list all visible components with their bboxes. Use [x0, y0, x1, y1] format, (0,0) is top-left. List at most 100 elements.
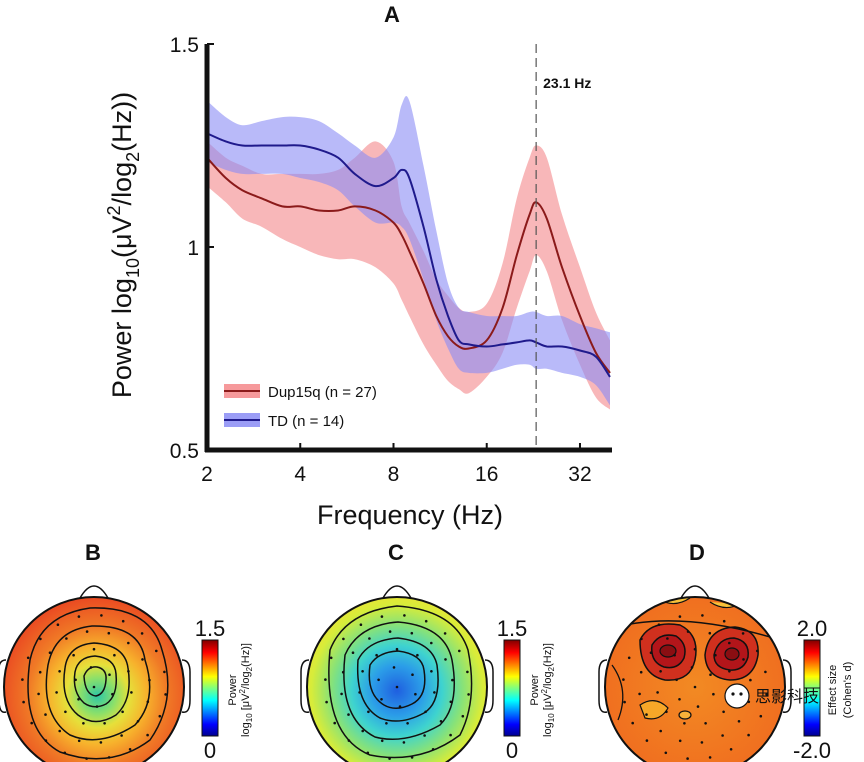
electrode-dot: [95, 705, 99, 708]
electrode-dot: [423, 734, 426, 737]
electrode-dot: [333, 721, 337, 725]
electrode-dot: [722, 619, 726, 623]
electrode-dot: [451, 678, 454, 682]
x-tick-label: 2: [201, 463, 213, 486]
panel-c-label: C: [388, 540, 404, 565]
colorbar-b: [201, 639, 219, 737]
electrode-dot: [449, 700, 453, 704]
electrode-dot: [380, 739, 384, 743]
electrode-dot: [65, 637, 68, 640]
colorbar-c: [503, 639, 521, 737]
electrode-dot: [623, 700, 626, 704]
electrode-dot: [759, 714, 763, 718]
electrode-dot: [431, 748, 435, 751]
electrode-dot: [361, 729, 365, 733]
electrode-dot: [148, 678, 151, 682]
electrode-dot: [74, 678, 77, 682]
panel-c-topomap: C 1.5 0 Power log10 [μV2/log2(Hz)]: [300, 540, 556, 762]
electrode-dot: [367, 710, 370, 714]
colorbar-d-label-2: (Cohen's d): [842, 662, 854, 719]
electrode-dot: [44, 739, 48, 742]
electrode-dot: [140, 632, 144, 635]
electrode-dot: [85, 757, 88, 760]
electrode-dot: [764, 670, 767, 674]
electrode-dot: [747, 733, 750, 737]
electrode-dot: [37, 692, 40, 696]
electrode-dot: [388, 757, 391, 760]
electrode-dot: [678, 739, 682, 743]
electrode-dot: [686, 630, 690, 633]
electrode-dot: [392, 666, 396, 669]
electrode-dot: [410, 631, 414, 635]
colorbar-d-min: -2.0: [793, 738, 831, 762]
electrode-dot: [38, 670, 42, 674]
electrode-dot: [645, 713, 648, 716]
electrode-dot: [82, 722, 85, 725]
electrode-dot: [675, 678, 678, 682]
electrode-dot: [708, 631, 712, 635]
electrode-dot: [627, 656, 631, 660]
legend: Dup15q (n = 27) TD (n = 14): [224, 384, 377, 430]
y-axis-label: Power log10(μV2/log2(Hz)): [104, 92, 143, 398]
electrode-dot: [466, 670, 469, 674]
x-tick-label: 16: [475, 463, 498, 486]
electrode-dot: [58, 670, 61, 673]
panel-b-topomap: B 1.5 0 Power log10 [μV2/log2(Hz)]: [0, 540, 254, 762]
electrode-dot: [728, 670, 731, 673]
head-outline: [306, 596, 488, 762]
electrode-dot: [26, 656, 30, 660]
colorbar-b-label-2: log10 [μV2/log2(Hz)]: [238, 643, 254, 737]
electrode-dot: [678, 698, 681, 701]
electrode-dot: [749, 678, 752, 682]
electrode-dot: [424, 619, 428, 623]
electrode-dots: [324, 614, 470, 760]
electrode-dot: [329, 656, 333, 660]
electrode-dot: [696, 705, 700, 708]
electrode-dot: [709, 673, 712, 676]
electrode-dot: [693, 685, 697, 689]
electrode-dot: [701, 614, 704, 617]
electrode-dot: [659, 729, 662, 733]
electrode-dot: [673, 653, 676, 657]
electrode-dot: [146, 733, 149, 737]
colorbar-c-min: 0: [506, 738, 518, 762]
panel-d-topomap: D 2.0 -2.0 Effect size (Cohen's d): [598, 540, 854, 762]
colorbar-b-min: 0: [204, 738, 216, 762]
electrode-dot: [107, 631, 111, 635]
y-tick-label: 1.5: [170, 34, 199, 57]
electrode-dot: [721, 734, 724, 737]
head-nose: [79, 585, 109, 599]
electrode-dot: [121, 619, 125, 623]
electrode-dot: [111, 692, 114, 696]
electrode-dot: [22, 700, 25, 704]
electrode-dot: [103, 722, 106, 725]
watermark: 思影科技: [724, 683, 819, 709]
electrode-dot: [324, 678, 327, 681]
electrode-dot: [63, 751, 67, 755]
electrode-dot: [56, 623, 60, 626]
electrode-dot: [342, 637, 345, 641]
head-nose: [382, 585, 412, 599]
electrode-dot: [361, 670, 364, 673]
electrode-dot: [690, 666, 694, 669]
electrode-dot: [158, 714, 162, 718]
electrode-dot: [377, 678, 380, 682]
wechat-icon: [724, 683, 750, 709]
electrode-dot: [155, 649, 158, 653]
electrode-dot: [395, 685, 399, 689]
electrode-dot: [141, 658, 144, 661]
x-tick-label: 32: [568, 463, 591, 486]
electrode-dot: [444, 658, 447, 661]
electrode-dot: [416, 653, 419, 657]
electrode-dot: [443, 632, 447, 635]
electrode-dot: [358, 691, 361, 694]
electrode-dot: [380, 698, 383, 701]
electrode-dot: [127, 641, 130, 645]
electrode-dot: [686, 757, 689, 760]
watermark-text: 思影科技: [755, 687, 819, 706]
electrode-dot: [21, 678, 24, 681]
electrode-dot: [657, 623, 661, 626]
electrode-dot: [756, 649, 759, 653]
panel-a-label: A: [384, 2, 400, 27]
electrode-dot: [146, 700, 150, 704]
